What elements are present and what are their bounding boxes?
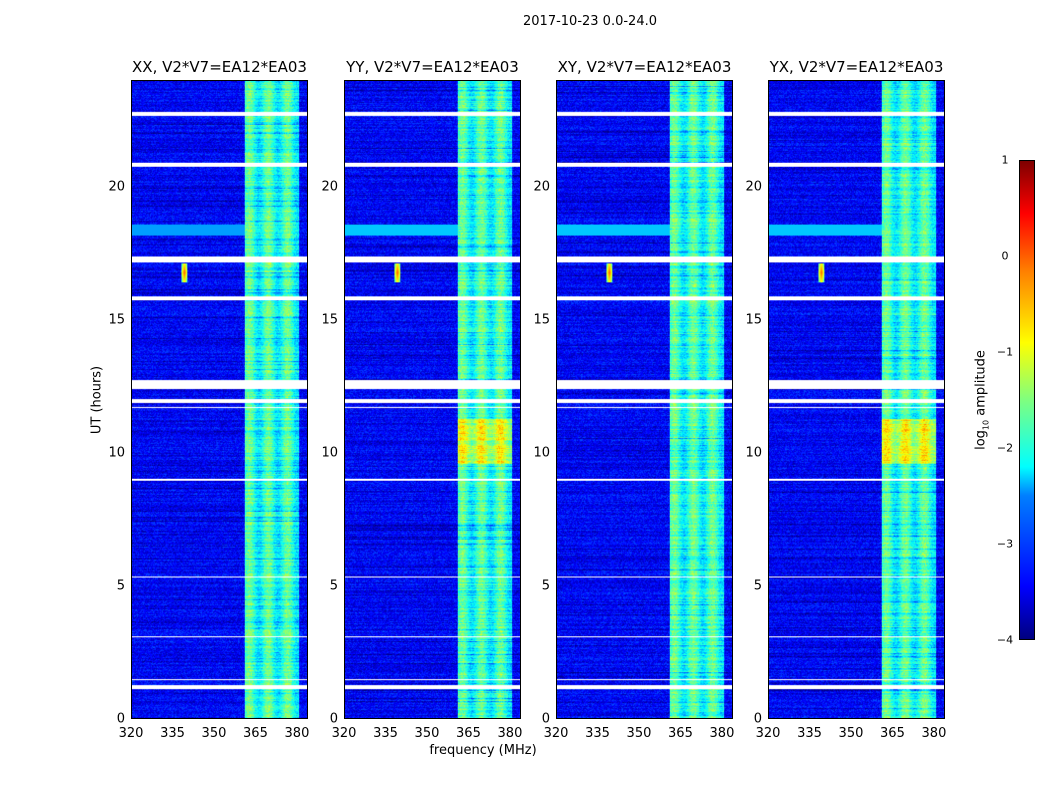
x-tick-label: 320	[331, 726, 357, 741]
y-tick-label: 0	[753, 711, 762, 727]
x-tick-label: 335	[373, 726, 398, 741]
figure-title: 2017-10-23 0.0-24.0	[523, 14, 657, 29]
colorbar-label: log10 amplitude	[973, 350, 991, 450]
x-tick-label: 320	[118, 726, 144, 741]
y-tick-label: 5	[116, 578, 125, 594]
y-tick-label: 15	[108, 312, 125, 328]
y-tick-label: 15	[321, 312, 338, 328]
y-tick-label: 20	[108, 179, 125, 194]
y-tick-label: 15	[745, 312, 762, 328]
y-tick-label: 5	[541, 578, 550, 594]
colorbar-tick-label: −4	[996, 633, 1014, 647]
x-tick-label: 365	[243, 726, 268, 741]
y-tick-label: 10	[533, 445, 550, 461]
y-tick-label: 0	[329, 711, 338, 727]
y-tick-label: 20	[533, 179, 550, 194]
x-tick-label: 350	[414, 726, 440, 741]
spectrogram-panel: YY, V2*V7=EA12*EA03 320 335 350 365 380 0 5 10 15…	[321, 58, 522, 741]
x-tick-label: 350	[201, 726, 227, 741]
x-tick-label: 350	[626, 726, 652, 741]
x-tick-label: 380	[921, 726, 947, 741]
panel-title: XX, V2*V7=EA12*EA03	[132, 58, 307, 76]
x-tick-label: 335	[797, 726, 822, 741]
panel-title: XY, V2*V7=EA12*EA03	[557, 58, 732, 76]
heatmap-image	[344, 80, 521, 719]
x-tick-label: 380	[709, 726, 735, 741]
x-tick-label: 350	[838, 726, 864, 741]
spectrogram-panel: YX, V2*V7=EA12*EA03 320 335 350 365 380 0 5 10 15…	[745, 58, 946, 741]
y-tick-label: 10	[108, 445, 125, 461]
heatmap-image	[768, 80, 945, 719]
y-tick-label: 10	[745, 445, 762, 461]
y-tick-label: 10	[321, 445, 338, 461]
heatmap-image	[556, 80, 733, 719]
panel-title: YX, V2*V7=EA12*EA03	[769, 58, 944, 76]
x-tick-label: 320	[755, 726, 781, 741]
spectrogram-panel: XY, V2*V7=EA12*EA03 320 335 350 365 380 0 5 10 15…	[533, 58, 734, 741]
colorbar-tick-label: 0	[1001, 249, 1009, 263]
heatmap-image	[131, 80, 308, 719]
y-tick-label: 5	[753, 578, 762, 594]
x-tick-label: 380	[284, 726, 310, 741]
colorbar	[1019, 160, 1035, 640]
x-tick-label: 335	[585, 726, 610, 741]
x-tick-label: 365	[456, 726, 481, 741]
y-tick-label: 5	[329, 578, 338, 594]
y-tick-label: 0	[116, 711, 125, 727]
x-tick-label: 335	[160, 726, 185, 741]
x-tick-label: 320	[543, 726, 569, 741]
y-tick-label: 0	[541, 711, 550, 727]
y-axis-label: UT (hours)	[89, 365, 105, 435]
x-axis-label: frequency (MHz)	[429, 743, 537, 758]
x-tick-label: 380	[497, 726, 523, 741]
x-tick-label: 365	[880, 726, 905, 741]
y-tick-label: 15	[533, 312, 550, 328]
colorbar-tick-label: −3	[996, 537, 1014, 551]
colorbar-tick-label: −2	[996, 441, 1014, 455]
y-tick-label: 20	[745, 179, 762, 194]
y-tick-label: 20	[321, 179, 338, 194]
colorbar-tick-label: 1	[1001, 153, 1009, 167]
colorbar-tick-label: −1	[996, 345, 1014, 359]
panel-title: YY, V2*V7=EA12*EA03	[346, 58, 519, 76]
x-tick-label: 365	[668, 726, 693, 741]
spectrogram-panel: XX, V2*V7=EA12*EA03 320 335 350 365 380 0 5 10 15…	[108, 58, 309, 741]
